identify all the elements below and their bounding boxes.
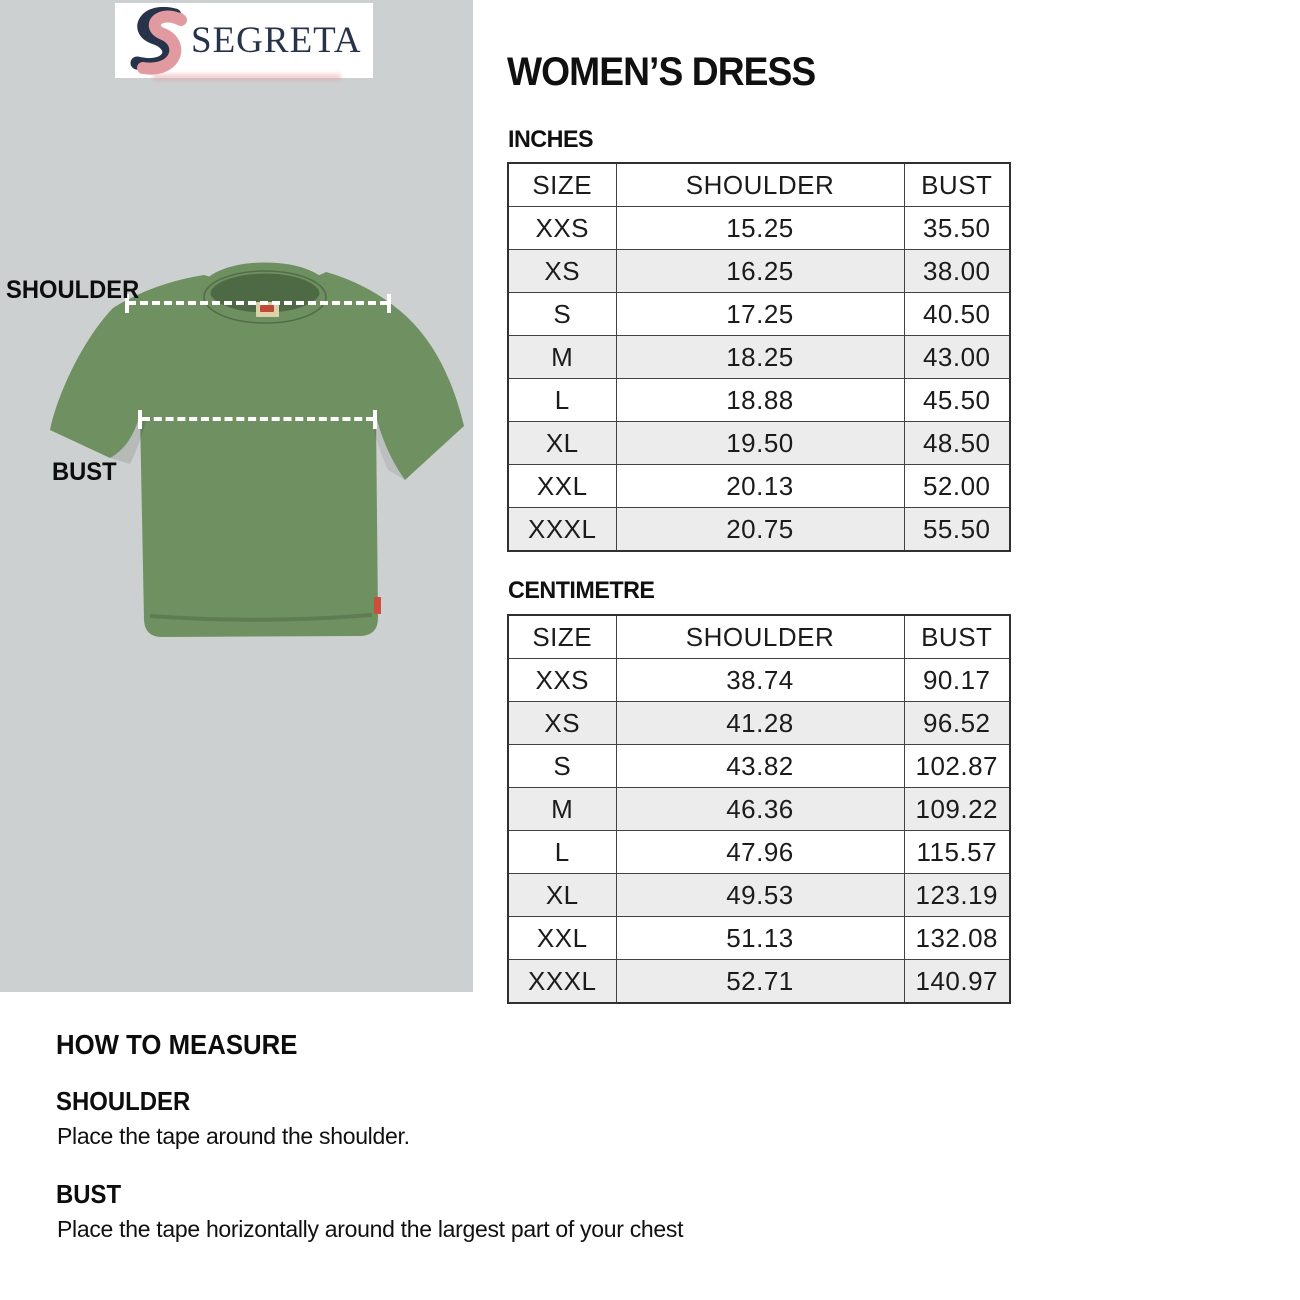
col-header-bust: BUST <box>903 162 1011 207</box>
size-cell: XXL <box>507 916 617 960</box>
col-header-size: SIZE <box>507 162 617 207</box>
table-row: XXS 15.25 35.50 <box>507 206 1011 250</box>
shoulder-diagram-label: SHOULDER <box>6 276 140 304</box>
shoulder-cell: 19.50 <box>615 421 905 465</box>
bust-section-text: Place the tape horizontally around the l… <box>57 1216 684 1242</box>
size-cell: L <box>507 378 617 422</box>
table-row: L 18.88 45.50 <box>507 378 1011 422</box>
brand-logo: SEGRETA <box>115 3 373 80</box>
table-row: S 17.25 40.50 <box>507 292 1011 336</box>
bust-cell: 52.00 <box>903 464 1011 508</box>
table-header-row: SIZE SHOULDER BUST <box>507 614 1011 659</box>
bust-cell: 140.97 <box>903 959 1011 1004</box>
size-cell: XL <box>507 873 617 917</box>
table-row: XXL 51.13 132.08 <box>507 916 1011 960</box>
size-cell: S <box>507 744 617 788</box>
table-row: XXXL 52.71 140.97 <box>507 959 1011 1004</box>
shoulder-cell: 18.25 <box>615 335 905 379</box>
table-header-row: SIZE SHOULDER BUST <box>507 162 1011 207</box>
bust-cell: 43.00 <box>903 335 1011 379</box>
bust-measure-line <box>142 417 374 421</box>
shoulder-cell: 20.75 <box>615 507 905 552</box>
table-row: L 47.96 115.57 <box>507 830 1011 874</box>
shoulder-cell: 46.36 <box>615 787 905 831</box>
table-row: XS 16.25 38.00 <box>507 249 1011 293</box>
shoulder-measure-line <box>128 301 388 305</box>
size-cell: XXS <box>507 206 617 250</box>
size-cell: XXXL <box>507 507 617 552</box>
size-cell: L <box>507 830 617 874</box>
table-row: XXXL 20.75 55.50 <box>507 507 1011 552</box>
bust-line-right-tick <box>373 410 377 429</box>
table-row: XXS 38.74 90.17 <box>507 658 1011 702</box>
page-title: WOMEN’S DRESS <box>507 50 816 94</box>
table-row: S 43.82 102.87 <box>507 744 1011 788</box>
size-cell: XL <box>507 421 617 465</box>
how-to-measure-title: HOW TO MEASURE <box>56 1029 298 1060</box>
bust-cell: 90.17 <box>903 658 1011 702</box>
shoulder-section-heading: SHOULDER <box>56 1086 191 1116</box>
bust-cell: 35.50 <box>903 206 1011 250</box>
size-cell: S <box>507 292 617 336</box>
shoulder-line-right-tick <box>387 294 391 313</box>
shoulder-cell: 41.28 <box>615 701 905 745</box>
bust-cell: 132.08 <box>903 916 1011 960</box>
table-row: XS 41.28 96.52 <box>507 701 1011 745</box>
bust-cell: 40.50 <box>903 292 1011 336</box>
shoulder-cell: 43.82 <box>615 744 905 788</box>
size-cell: M <box>507 335 617 379</box>
tshirt-graphic <box>50 262 464 637</box>
size-cell: M <box>507 787 617 831</box>
col-header-shoulder: SHOULDER <box>615 162 905 207</box>
bust-cell: 109.22 <box>903 787 1011 831</box>
shoulder-cell: 49.53 <box>615 873 905 917</box>
bust-cell: 123.19 <box>903 873 1011 917</box>
size-cell: XXL <box>507 464 617 508</box>
bust-cell: 102.87 <box>903 744 1011 788</box>
side-tag <box>374 597 381 614</box>
col-header-size: SIZE <box>507 614 617 659</box>
shoulder-section-text: Place the tape around the shoulder. <box>57 1123 410 1149</box>
col-header-bust: BUST <box>903 614 1011 659</box>
size-cell: XXS <box>507 658 617 702</box>
inches-size-table: SIZE SHOULDER BUST XXS 15.25 35.50 XS 16… <box>507 162 1011 552</box>
shoulder-cell: 18.88 <box>615 378 905 422</box>
inches-heading: INCHES <box>508 126 594 153</box>
shoulder-cell: 47.96 <box>615 830 905 874</box>
shoulder-cell: 16.25 <box>615 249 905 293</box>
bust-cell: 96.52 <box>903 701 1011 745</box>
bust-section-heading: BUST <box>56 1179 122 1209</box>
shoulder-cell: 52.71 <box>615 959 905 1004</box>
centimetre-heading: CENTIMETRE <box>508 577 655 604</box>
centimetre-size-table: SIZE SHOULDER BUST XXS 38.74 90.17 XS 41… <box>507 614 1011 1004</box>
bust-line-left-tick <box>138 410 142 429</box>
logo-reflection <box>153 74 341 80</box>
bust-cell: 38.00 <box>903 249 1011 293</box>
size-cell: XXXL <box>507 959 617 1004</box>
size-cell: XS <box>507 249 617 293</box>
shoulder-cell: 38.74 <box>615 658 905 702</box>
table-row: XL 49.53 123.19 <box>507 873 1011 917</box>
shoulder-line-left-tick <box>125 294 129 313</box>
table-row: M 18.25 43.00 <box>507 335 1011 379</box>
col-header-shoulder: SHOULDER <box>615 614 905 659</box>
bust-cell: 115.57 <box>903 830 1011 874</box>
shoulder-cell: 15.25 <box>615 206 905 250</box>
table-row: XXL 20.13 52.00 <box>507 464 1011 508</box>
shoulder-cell: 17.25 <box>615 292 905 336</box>
table-row: M 46.36 109.22 <box>507 787 1011 831</box>
bust-cell: 55.50 <box>903 507 1011 552</box>
bust-cell: 45.50 <box>903 378 1011 422</box>
bust-cell: 48.50 <box>903 421 1011 465</box>
brand-name: SEGRETA <box>191 20 362 61</box>
logo-swirl-icon <box>130 7 187 75</box>
size-cell: XS <box>507 701 617 745</box>
shoulder-cell: 51.13 <box>615 916 905 960</box>
table-row: XL 19.50 48.50 <box>507 421 1011 465</box>
shoulder-cell: 20.13 <box>615 464 905 508</box>
bust-diagram-label: BUST <box>52 458 117 486</box>
